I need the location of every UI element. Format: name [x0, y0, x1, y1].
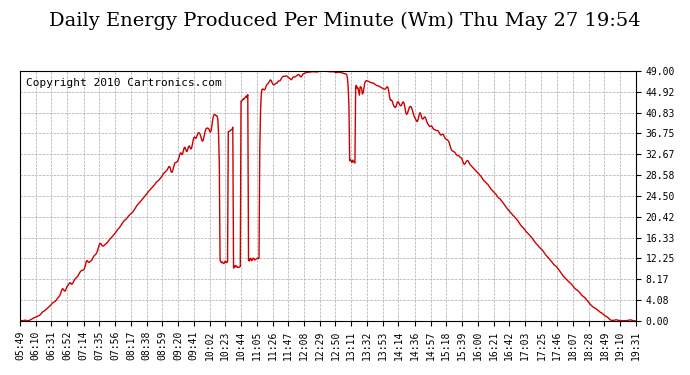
Text: Copyright 2010 Cartronics.com: Copyright 2010 Cartronics.com — [26, 78, 222, 88]
Text: Daily Energy Produced Per Minute (Wm) Thu May 27 19:54: Daily Energy Produced Per Minute (Wm) Th… — [49, 11, 641, 30]
